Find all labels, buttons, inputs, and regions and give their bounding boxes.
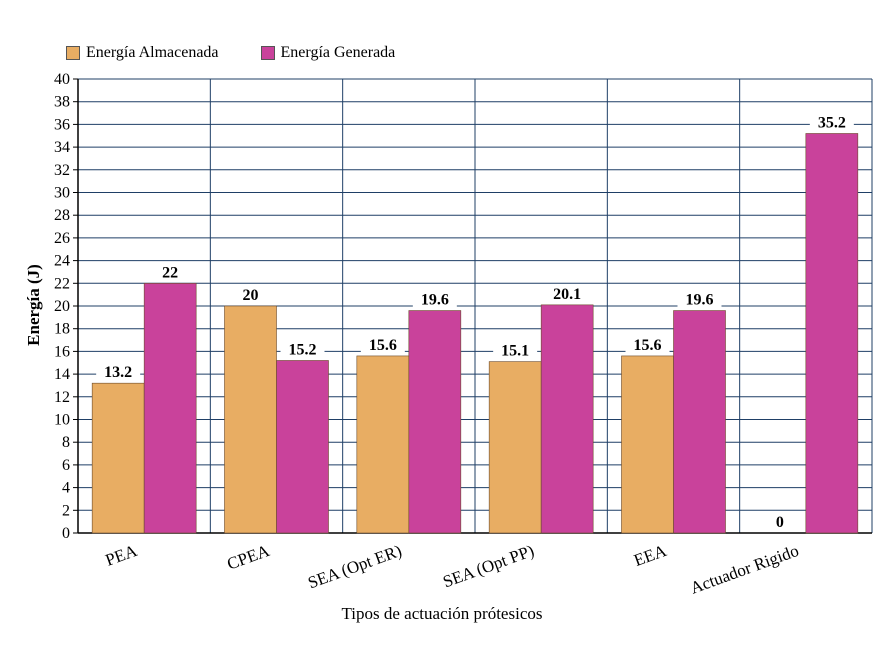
y-tick-label: 32 <box>54 162 70 179</box>
bar-almacenada <box>488 361 542 534</box>
legend-label-almacenada: Energía Almacenada <box>86 44 219 61</box>
y-tick-label: 14 <box>54 366 70 383</box>
data-label-bg <box>360 335 405 353</box>
x-tick-label: Actuador Rigido <box>688 541 801 598</box>
bar-generada <box>408 310 462 534</box>
y-tick-label: 34 <box>54 139 70 156</box>
x-tick-label: PEA <box>103 541 140 570</box>
data-label: 15.6 <box>369 337 397 354</box>
bar-generada <box>143 282 197 534</box>
data-label-bg <box>677 290 722 308</box>
y-tick-label: 28 <box>54 207 70 224</box>
y-tick-label: 12 <box>54 389 70 406</box>
x-axis-title: Tipos de actuación prótesicos <box>341 604 543 623</box>
y-tick-label: 24 <box>54 253 70 270</box>
data-label-bg <box>96 363 141 381</box>
legend-label-generada: Energía Generada <box>280 44 396 61</box>
x-tick-label: CPEA <box>225 541 273 574</box>
y-tick-label: 10 <box>54 412 70 429</box>
data-label: 15.6 <box>634 337 662 354</box>
bar-generada <box>540 304 594 534</box>
legend-item-almacenada: Energía Almacenada <box>66 44 219 62</box>
legend: Energía Almacenada Energía Generada <box>66 44 395 62</box>
data-label-bg <box>157 263 184 281</box>
y-tick-label: 18 <box>54 321 70 338</box>
bar-almacenada <box>356 355 410 534</box>
y-tick-label: 8 <box>62 434 70 451</box>
data-label: 22 <box>162 264 178 281</box>
y-tick-label: 38 <box>54 94 70 111</box>
bar-almacenada <box>621 355 674 534</box>
data-label-bg <box>545 284 590 302</box>
x-tick-label: SEA (Opt PP) <box>440 541 536 591</box>
data-label-bg <box>625 335 670 353</box>
legend-swatch-almacenada <box>66 46 80 60</box>
data-label-bg <box>493 341 538 359</box>
bar-almacenada <box>224 305 277 534</box>
x-tick-label: EEA <box>631 541 669 570</box>
y-tick-label: 6 <box>62 457 70 474</box>
data-label: 13.2 <box>104 364 132 381</box>
data-label: 15.2 <box>289 341 317 358</box>
data-label-bg <box>809 113 854 131</box>
bar-generada <box>673 310 726 534</box>
data-label: 35.2 <box>818 114 846 131</box>
y-axis-title: Energía (J) <box>24 264 43 346</box>
y-tick-label: 4 <box>62 480 70 497</box>
data-label: 20 <box>243 287 259 304</box>
legend-swatch-generada <box>260 46 275 60</box>
bar-almacenada <box>91 382 145 534</box>
data-label: 20.1 <box>553 286 581 303</box>
data-label: 19.6 <box>686 292 714 309</box>
y-tick-label: 22 <box>54 275 70 292</box>
data-label-bg <box>412 290 457 308</box>
y-tick-label: 20 <box>54 298 70 315</box>
y-tick-label: 2 <box>62 502 70 519</box>
y-tick-label: 36 <box>54 116 70 133</box>
bar-generada <box>805 133 859 534</box>
data-label: 15.1 <box>501 343 529 360</box>
y-tick-label: 0 <box>62 525 70 542</box>
y-tick-label: 16 <box>54 343 70 360</box>
x-tick-label: SEA (Opt ER) <box>305 541 404 592</box>
y-tick-label: 30 <box>54 185 70 202</box>
y-tick-label: 40 <box>54 71 70 88</box>
data-label: 19.6 <box>421 292 449 309</box>
bar-generada <box>276 360 329 534</box>
data-label-bg <box>280 340 325 358</box>
legend-item-generada: Energía Generada <box>260 44 396 62</box>
data-label-bg <box>771 513 789 530</box>
data-label: 0 <box>776 514 784 531</box>
data-label-bg <box>237 286 264 303</box>
y-tick-label: 26 <box>54 230 70 247</box>
